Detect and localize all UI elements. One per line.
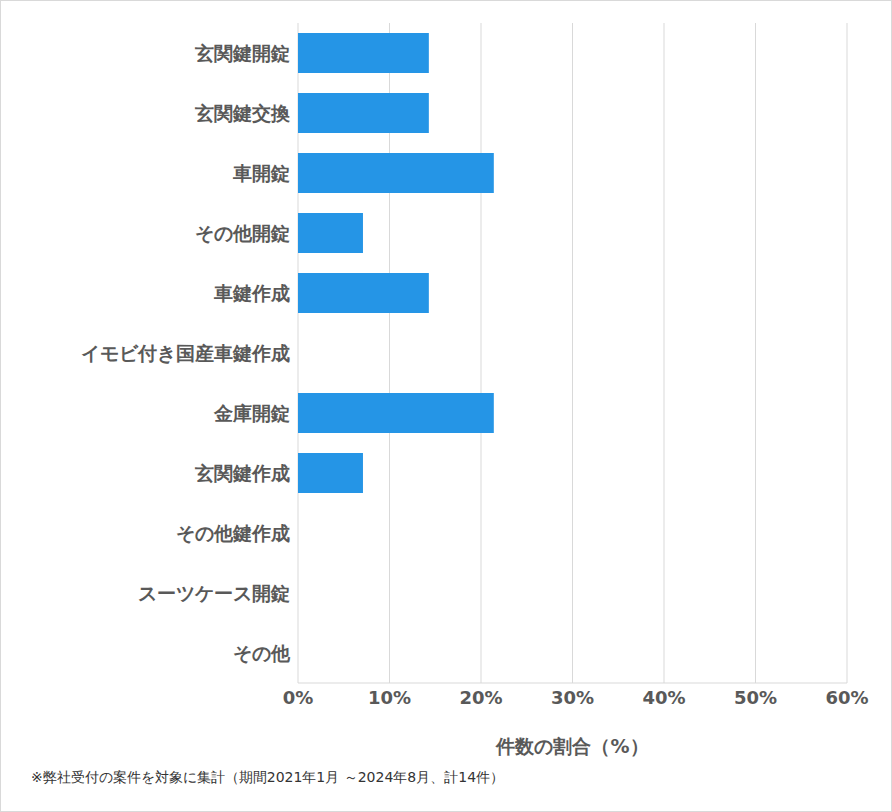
svg-text:60%: 60% [825,687,868,708]
svg-text:イモビ付き国産車鍵作成: イモビ付き国産車鍵作成 [81,342,290,364]
svg-text:件数の割合（%）: 件数の割合（%） [495,735,648,757]
svg-text:30%: 30% [551,687,594,708]
svg-text:玄関鍵開錠: 玄関鍵開錠 [194,42,290,64]
svg-text:50%: 50% [734,687,777,708]
svg-text:その他鍵作成: その他鍵作成 [176,522,290,544]
html-text:※弊社受付の案件を対象に集計（期間2021年1月 ～2024: ※弊社受付の案件を対象に集計（期間2021年1月 ～2024年8月、計14件） [31,769,505,785]
svg-text:玄関鍵交換: 玄関鍵交換 [194,102,291,124]
svg-text:車鍵作成: 車鍵作成 [213,282,290,304]
svg-text:10%: 10% [368,687,411,708]
svg-text:0%: 0% [283,687,314,708]
svg-text:その他: その他 [233,642,291,664]
svg-text:車開錠: 車開錠 [232,162,290,184]
svg-text:玄関鍵作成: 玄関鍵作成 [194,462,290,484]
svg-text:40%: 40% [642,687,685,708]
svg-text:スーツケース開錠: スーツケース開錠 [138,582,290,604]
svg-text:金庫開錠: 金庫開錠 [213,402,290,424]
svg-text:20%: 20% [459,687,502,708]
svg-text:その他開錠: その他開錠 [195,222,290,244]
